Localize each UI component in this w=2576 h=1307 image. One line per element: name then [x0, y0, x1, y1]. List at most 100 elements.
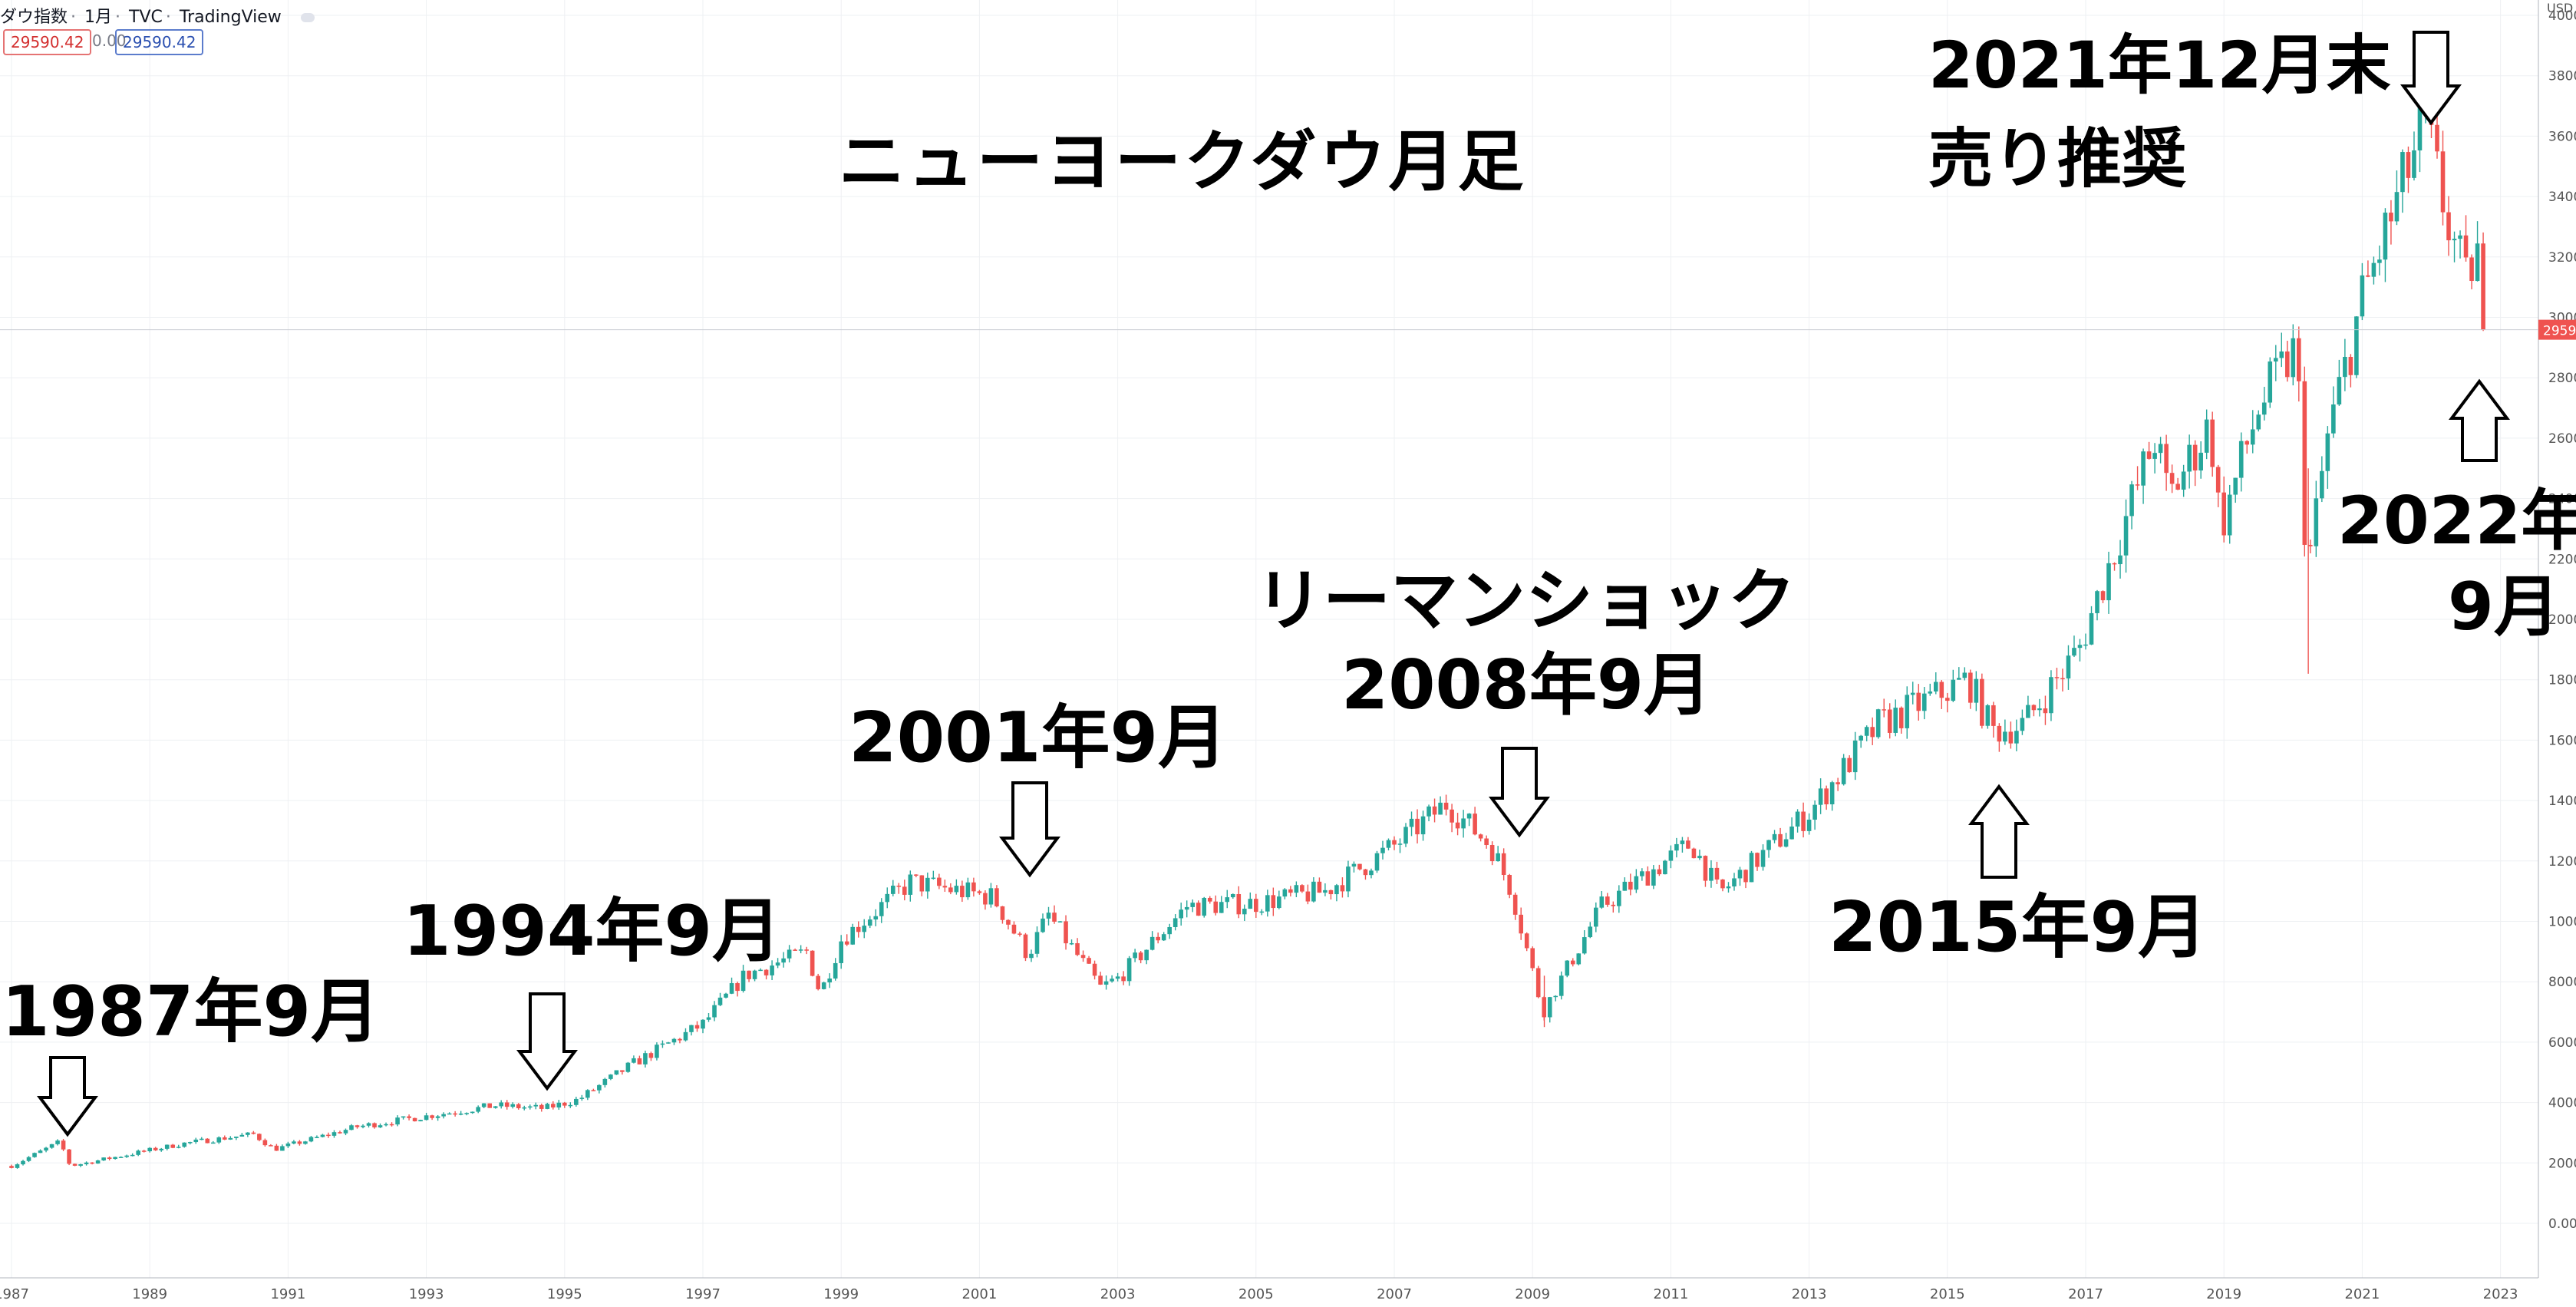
candle-body: [1674, 843, 1679, 851]
candle-body: [366, 1123, 371, 1126]
candle-body: [1443, 802, 1449, 810]
x-tick-label: 2017: [2068, 1286, 2103, 1302]
candle-body: [717, 997, 723, 1005]
x-tick-label: 2001: [961, 1286, 997, 1302]
annotation-2001: 2001年9月: [849, 698, 1228, 778]
candle-body: [447, 1113, 452, 1115]
candle-body: [1766, 840, 1771, 850]
candle-body: [1230, 893, 1235, 898]
candle-body: [1149, 936, 1155, 950]
symbol-name[interactable]: ダウ指数: [0, 8, 68, 27]
candle-body: [1392, 840, 1397, 845]
candle-body: [671, 1038, 677, 1043]
buy-price-badge[interactable]: 29590.42: [115, 29, 204, 55]
candle-body: [205, 1138, 210, 1144]
candle-body: [545, 1104, 550, 1109]
candle-body: [1190, 903, 1196, 907]
x-tick-label: 2005: [1239, 1286, 1274, 1302]
candle-body: [1351, 863, 1357, 867]
candle-body: [1011, 924, 1017, 934]
candle-body: [977, 891, 982, 893]
y-tick-label: 28000: [2548, 371, 2576, 386]
candle-body: [2314, 498, 2319, 546]
candle-body: [2129, 484, 2134, 517]
more-options-icon[interactable]: [300, 13, 315, 22]
candle-body: [1334, 885, 1339, 895]
change-value: 0.00: [92, 31, 127, 50]
candle-body: [1812, 804, 1817, 820]
candle-body: [499, 1102, 504, 1107]
x-tick-label: 2019: [2206, 1286, 2241, 1302]
y-tick-label: 2000: [2548, 1156, 2576, 1171]
candle-body: [1041, 918, 1045, 932]
candle-body: [223, 1137, 227, 1140]
candle-body: [752, 970, 757, 979]
candle-body: [384, 1124, 388, 1126]
candle-body: [1213, 901, 1219, 913]
candle-body: [527, 1106, 533, 1108]
candle-body: [435, 1116, 440, 1118]
candle-body: [1593, 907, 1598, 927]
candle-body: [2475, 243, 2480, 282]
candle-body: [38, 1150, 43, 1154]
candle-body: [2435, 124, 2439, 152]
grid-layer: [0, 0, 2538, 1278]
candle-body: [694, 1025, 700, 1029]
candle-body: [1403, 827, 1408, 844]
candle-body: [1512, 894, 1518, 915]
candle-body: [504, 1102, 510, 1107]
source-label: TVC: [129, 8, 163, 27]
candle-body: [187, 1142, 193, 1144]
x-tick-label: 1993: [409, 1286, 444, 1302]
candle-body: [2458, 235, 2462, 239]
candle-body: [1565, 960, 1570, 976]
candle-body: [1882, 709, 1887, 711]
candle-body: [1611, 904, 1616, 906]
candle-body: [1933, 682, 1938, 691]
candle-body: [1968, 672, 1973, 703]
candle-body: [1898, 708, 1904, 728]
candle-body: [1466, 814, 1472, 819]
candle-body: [643, 1053, 648, 1064]
x-tick-label: 2003: [1100, 1286, 1136, 1302]
sell-price-badge[interactable]: 29590.42: [3, 29, 92, 55]
candle-body: [424, 1115, 429, 1121]
candle-body: [2118, 555, 2122, 565]
x-tick-label: 1991: [270, 1286, 305, 1302]
candle-body: [361, 1125, 365, 1127]
candle-body: [821, 982, 826, 989]
candle-body: [1588, 926, 1593, 938]
candle-body: [1294, 885, 1299, 893]
candle-body: [1732, 878, 1737, 887]
candle-body: [1852, 740, 1858, 773]
candle-body: [689, 1025, 694, 1032]
candle-body: [2100, 591, 2106, 601]
candle-body: [2377, 259, 2382, 263]
y-tick-label: 16000: [2548, 733, 2576, 748]
candle-body: [372, 1123, 377, 1127]
candle-body: [1064, 921, 1068, 944]
candle-body: [954, 886, 959, 893]
candle-body: [170, 1144, 176, 1148]
candle-body: [885, 893, 890, 903]
candle-body: [1156, 936, 1160, 941]
candle-body: [1029, 953, 1034, 959]
candle-body: [1668, 850, 1674, 861]
x-tick-label: 2013: [1792, 1286, 1827, 1302]
candle-body: [1824, 788, 1829, 805]
candle-body: [510, 1104, 516, 1107]
candle-body: [556, 1102, 562, 1108]
symbol-header: ダウ指数 · 1月 · TVC · TradingView 29590.42 0.00…: [0, 0, 921, 61]
candle-body: [1628, 881, 1633, 890]
candle-body: [1034, 932, 1040, 954]
candle-body: [1357, 863, 1362, 870]
candle-body: [2394, 192, 2400, 222]
candle-body: [292, 1141, 296, 1144]
candle-body: [1236, 893, 1242, 915]
candle-body: [2284, 351, 2290, 378]
interval-label[interactable]: 1月: [84, 8, 113, 27]
candle-body: [810, 950, 815, 976]
candle-body: [827, 978, 832, 983]
candle-body: [67, 1149, 71, 1164]
candle-body: [1496, 853, 1500, 862]
